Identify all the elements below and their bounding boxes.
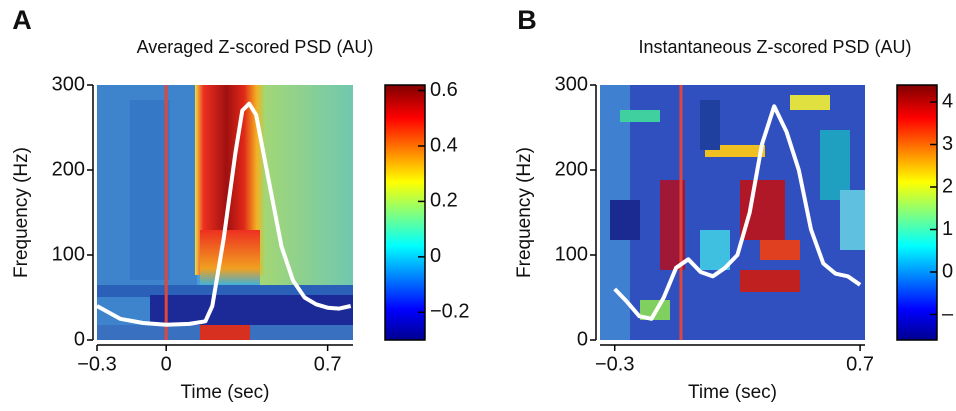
y-tick-label: 0 — [74, 328, 85, 350]
colorbar-tick-label: – — [942, 303, 954, 325]
x-tick-label: 0.7 — [314, 353, 342, 375]
colorbar-b — [897, 85, 937, 340]
colorbar-tick-label: 0.6 — [430, 79, 458, 101]
colorbar-tick-label: −0.2 — [430, 301, 469, 323]
panel-letter: A — [12, 5, 32, 35]
chart-title: Averaged Z-scored PSD (AU) — [137, 37, 374, 57]
y-axis-label: Frequency (Hz) — [514, 147, 535, 278]
x-axis-label: Time (sec) — [688, 382, 777, 403]
x-tick-label: 0 — [161, 353, 172, 375]
line-series — [96, 101, 352, 327]
y-tick-label: 100 — [555, 243, 588, 265]
x-tick-label: −0.3 — [595, 353, 634, 375]
colorbar-tick-label: 0.2 — [430, 190, 458, 212]
x-tick-label: 0.7 — [846, 353, 874, 375]
colorbar-tick-label: 4 — [942, 90, 953, 112]
colorbar-tick-label: 0 — [430, 245, 441, 267]
y-tick-label: 300 — [555, 73, 588, 95]
colorbar-tick-label: 1 — [942, 218, 953, 240]
y-tick-label: 0 — [577, 328, 588, 350]
colorbar-tick-label: 3 — [942, 133, 953, 155]
line-series — [613, 104, 862, 321]
y-axis-label: Frequency (Hz) — [11, 147, 32, 278]
y-tick-label: 200 — [52, 158, 85, 180]
heatmap-b — [600, 85, 865, 340]
y-tick-label: 200 — [555, 158, 588, 180]
colorbar-frame — [896, 84, 938, 341]
y-tick-label: 300 — [52, 73, 85, 95]
colorbar-tick-label: 0 — [942, 260, 953, 282]
x-tick-label: −0.3 — [77, 353, 116, 375]
colorbar-a — [385, 85, 425, 340]
colorbar-tick-label: 0.4 — [430, 134, 458, 156]
colorbar-frame — [384, 84, 426, 341]
colorbar-tick-label: 2 — [942, 175, 953, 197]
y-tick-label: 100 — [52, 243, 85, 265]
panel-letter: B — [517, 5, 537, 35]
x-axis-label: Time (sec) — [180, 382, 269, 403]
chart-title: Instantaneous Z-scored PSD (AU) — [638, 37, 911, 57]
